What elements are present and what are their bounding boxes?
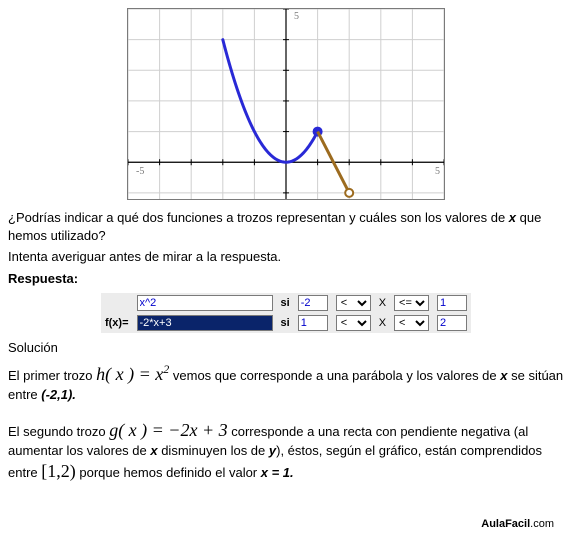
brand-main: AulaFacil [481,518,530,530]
expression-input[interactable] [137,315,273,331]
solucion-label: Solución [8,339,564,357]
p2-t5: porque hemos definido el valor [76,465,261,480]
p2-xeq: x = 1. [261,465,294,480]
si-label: si [277,293,294,313]
brand-suffix: .com [530,518,554,530]
explain-para-2: El segundo trozo g( x ) = −2x + 3 corres… [8,418,564,484]
op2-select[interactable]: <<= [394,315,429,331]
piecewise-chart: -5 5 5 [127,8,445,200]
function-definition-table: si <<=X<<= f(x)= si <<=X<<= [101,293,471,333]
lhs-cell: f(x)= [101,313,133,333]
explain-para-1: El primer trozo h( x ) = x2 vemos que co… [8,361,564,404]
p1-interval: (-2,1). [41,387,76,402]
lower-bound-input[interactable] [298,295,328,311]
question-p2: Intenta averiguar antes de mirar a la re… [8,248,564,266]
p2-xvar: x [150,443,157,458]
svg-text:-5: -5 [136,166,144,177]
lhs-cell [101,293,133,313]
svg-text:5: 5 [294,11,299,22]
lower-bound-input[interactable] [298,315,328,331]
svg-text:5: 5 [435,166,440,177]
question-p1: ¿Podrías indicar a qué dos funciones a t… [8,209,564,244]
op1-select[interactable]: <<= [336,315,371,331]
brand-watermark: AulaFacil.com [481,518,554,530]
p1-math: h( x ) = x2 [96,364,169,384]
p1-t1: El primer trozo [8,368,96,383]
p2-math: g( x ) = −2x + 3 [109,420,227,440]
upper-bound-input[interactable] [437,315,467,331]
si-label: si [277,313,294,333]
x-label: X [375,313,390,333]
p1-xvar: x [500,368,507,383]
p2-t1: El segundo trozo [8,424,109,439]
q1-text-a: ¿Podrías indicar a qué dos funciones a t… [8,210,509,225]
q1-xvar: x [509,210,516,225]
function-row: si <<=X<<= [101,293,471,313]
p2-interval: [1,2) [41,461,76,481]
p1-t2: vemos que corresponde a una parábola y l… [173,368,500,383]
upper-bound-input[interactable] [437,295,467,311]
expression-input[interactable] [137,295,273,311]
p2-t3: disminuyen los de [158,443,269,458]
x-label: X [375,293,390,313]
op1-select[interactable]: <<= [336,295,371,311]
function-row: f(x)= si <<=X<<= [101,313,471,333]
op2-select[interactable]: <<= [394,295,429,311]
respuesta-label: Respuesta: [8,270,564,288]
chart-container: -5 5 5 [8,8,564,203]
